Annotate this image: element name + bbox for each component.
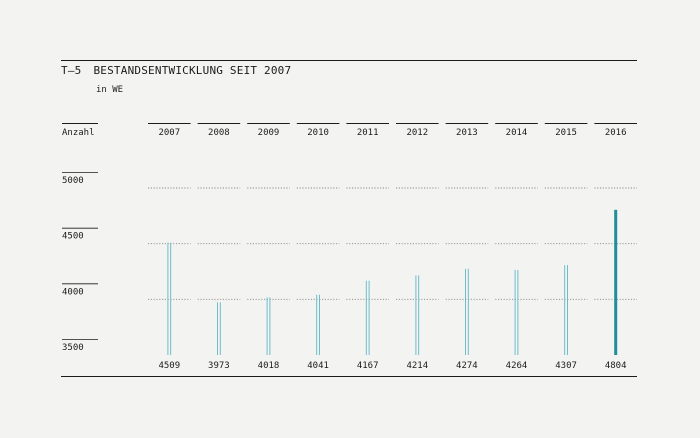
- bar: [614, 209, 618, 355]
- data-label: 4509: [158, 361, 180, 371]
- data-label: 4214: [406, 361, 428, 371]
- x-tick-label: 2010: [307, 128, 329, 138]
- data-label: 4264: [506, 361, 528, 371]
- unit-label: in WE: [96, 85, 124, 95]
- bar: [217, 302, 221, 355]
- x-tick-label: 2012: [406, 128, 428, 138]
- bar: [316, 294, 320, 355]
- bar: [465, 268, 469, 355]
- chart-title: BESTANDSENTWICKLUNG SEIT 2007: [93, 64, 292, 77]
- data-label: 4041: [307, 361, 329, 371]
- data-label: 3973: [208, 361, 230, 371]
- bar: [564, 265, 568, 355]
- x-tick-label: 2013: [456, 128, 478, 138]
- bottom-rule: [61, 376, 637, 377]
- top-rule: [61, 60, 637, 61]
- bar: [167, 242, 172, 355]
- data-label: 4167: [357, 361, 379, 371]
- x-tick-label: 2014: [506, 128, 528, 138]
- y-tick-label: 3500: [62, 343, 84, 353]
- data-label: 4307: [555, 361, 577, 371]
- y-tick-label: 4000: [62, 287, 84, 297]
- bar: [415, 275, 420, 355]
- x-tick-label: 2016: [605, 128, 627, 138]
- table-code: T—5: [61, 64, 82, 77]
- y-axis-label: Anzahl: [62, 128, 95, 138]
- y-tick-label: 5000: [62, 176, 84, 186]
- x-tick-label: 2009: [258, 128, 280, 138]
- data-label: 4274: [456, 361, 478, 371]
- chart-title-row: T—5 BESTANDSENTWICKLUNG SEIT 2007: [61, 64, 291, 77]
- y-tick-label: 4500: [62, 232, 84, 242]
- data-label: 4804: [605, 361, 627, 371]
- x-tick-label: 2008: [208, 128, 230, 138]
- bar: [365, 280, 370, 355]
- x-tick-label: 2007: [158, 128, 180, 138]
- data-label: 4018: [258, 361, 280, 371]
- bar: [514, 269, 519, 355]
- x-tick-label: 2011: [357, 128, 379, 138]
- bar: [266, 297, 271, 355]
- x-tick-label: 2015: [555, 128, 577, 138]
